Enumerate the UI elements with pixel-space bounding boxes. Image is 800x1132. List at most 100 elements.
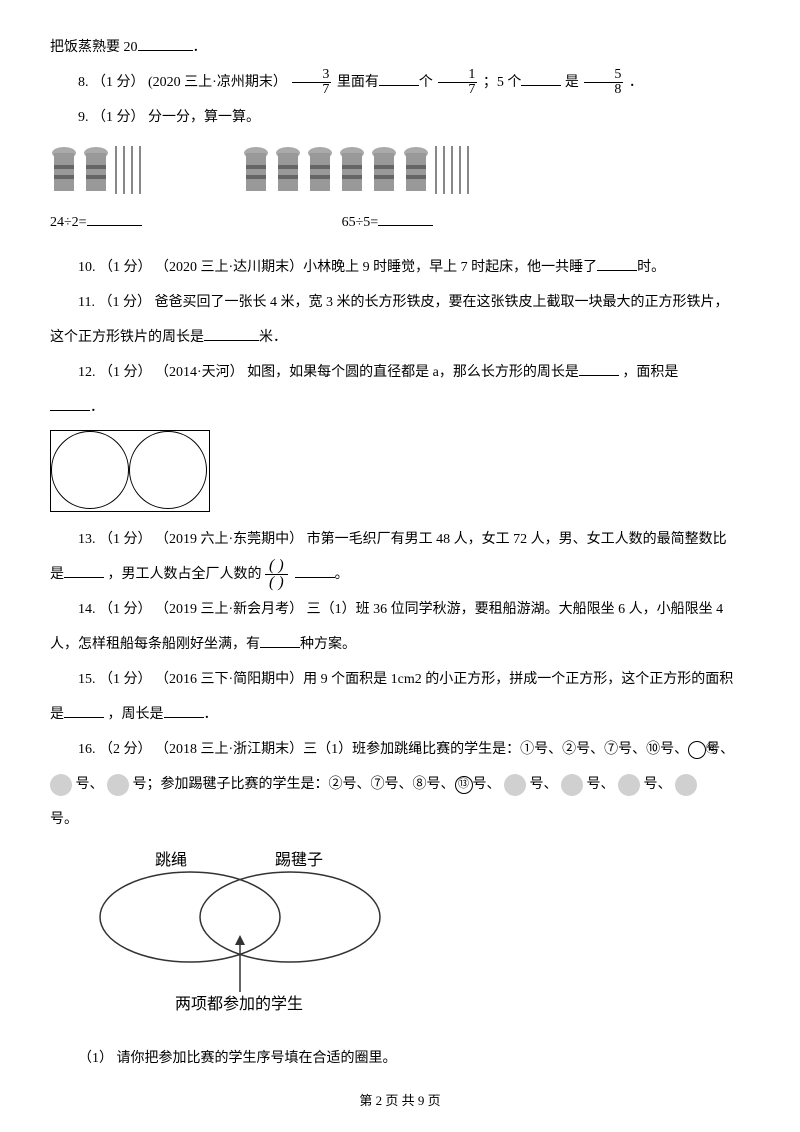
blank[interactable] — [295, 560, 335, 578]
blank[interactable] — [138, 33, 193, 51]
q16-sep: 号、 — [640, 777, 675, 792]
blank[interactable] — [521, 68, 561, 86]
bundle-icon — [370, 145, 398, 195]
circled-gray-icon — [618, 774, 640, 796]
blank[interactable] — [379, 68, 419, 86]
stick-icon — [435, 146, 437, 194]
q15-line1: 15. （1 分） （2016 三下·简阳期中）用 9 个面积是 1cm2 的小… — [50, 662, 750, 697]
bundle-icon — [402, 145, 430, 195]
q11-line1: 11. （1 分） 爸爸买回了一张长 4 米，宽 3 米的长方形铁皮，要在这张铁… — [50, 285, 750, 320]
circle-icon — [129, 431, 207, 509]
q16-sep: 号、 — [72, 777, 107, 792]
blank[interactable] — [64, 700, 104, 718]
q13-suffix: 。 — [335, 567, 349, 582]
stick-icon — [467, 146, 469, 194]
bundle-icon — [306, 145, 334, 195]
fraction-3-7: 37 — [292, 68, 331, 97]
q15-suffix: ． — [204, 707, 218, 722]
q8-end: ． — [629, 75, 643, 90]
venn-right-ellipse — [200, 872, 380, 962]
q12-line2: ． — [50, 390, 750, 425]
q13-line2: 是 ，男工人数占全厂人数的 ( )( ) 。 — [50, 557, 750, 592]
q12: 12. （1 分） （2014·天河） 如图，如果每个圆的直径都是 a，那么长方… — [50, 355, 750, 390]
venn-label-bottom: 两项都参加的学生 — [175, 995, 303, 1013]
venn-diagram: 跳绳 踢毽子 两项都参加的学生 — [80, 847, 750, 1031]
bundle-icon — [50, 145, 78, 195]
q8: 8. （1 分） (2020 三上·凉州期末） 37 里面有个 17 ；5 个 … — [50, 65, 750, 100]
bundle-icon — [242, 145, 270, 195]
q15-mid: ，周长是 — [104, 707, 164, 722]
blank[interactable] — [50, 393, 90, 411]
venn-label-right: 踢毽子 — [275, 851, 323, 869]
q16-line2: 号、 号；参加踢毽子比赛的学生是：②号、⑦号、⑧号、⑬号、 号、 号、 号、 — [50, 767, 750, 802]
blank[interactable] — [260, 630, 300, 648]
q9-equations: 24÷2= 65÷5= — [50, 205, 750, 240]
q15-prefix: 是 — [50, 707, 64, 722]
eq2: 65÷5= — [342, 215, 379, 230]
q13-prefix: 是 — [50, 567, 64, 582]
q8-mid2: 个 — [419, 75, 437, 90]
blank[interactable] — [378, 208, 433, 226]
circled-13: ⑬ — [688, 741, 706, 759]
sticks-diagram — [50, 145, 750, 195]
bundle-icon — [338, 145, 366, 195]
circled-gray-icon — [107, 774, 129, 796]
q8-mid3: ；5 个 — [483, 75, 522, 90]
fraction-5-8: 58 — [584, 68, 623, 97]
q16-line1: 16. （2 分） （2018 三上·浙江期末）三（1）班参加跳绳比赛的学生是：… — [50, 732, 750, 767]
q8-mid4: 是 — [561, 75, 582, 90]
circled-gray-icon — [504, 774, 526, 796]
stick-icon — [123, 146, 125, 194]
circled-13: ⑬ — [455, 776, 473, 794]
q16-mid3: 号、 — [473, 777, 505, 792]
q10-suffix: 时。 — [637, 260, 665, 275]
bundle-icon — [274, 145, 302, 195]
blank[interactable] — [204, 323, 259, 341]
q14-line2: 人，怎样租船每条船刚好坐满，有 种方案。 — [50, 627, 750, 662]
q16-l1-suffix: 号、 — [706, 742, 734, 757]
q7-continuation: 把饭蒸熟要 20． — [50, 30, 750, 65]
stick-icon — [115, 146, 117, 194]
circled-gray-icon — [561, 774, 583, 796]
q11-prefix: 这个正方形铁片的周长是 — [50, 330, 204, 345]
q12-end: ． — [90, 400, 104, 415]
q16-sep: 号、 — [583, 777, 618, 792]
q13-mid: ，男工人数占全厂人数的 — [104, 567, 265, 582]
q10: 10. （1 分） （2020 三上·达川期末）小林晚上 9 时睡觉，早上 7 … — [50, 250, 750, 285]
blank[interactable] — [87, 208, 142, 226]
stick-icon — [139, 146, 141, 194]
venn-left-ellipse — [100, 872, 280, 962]
eq1: 24÷2= — [50, 215, 87, 230]
q11-suffix: 米． — [259, 330, 287, 345]
venn-label-left: 跳绳 — [155, 851, 187, 869]
q14-prefix: 人，怎样租船每条船刚好坐满，有 — [50, 637, 260, 652]
sticks-left — [50, 145, 142, 195]
q8-mid1: 里面有 — [337, 75, 379, 90]
q7-end: ． — [193, 40, 207, 55]
q16-sep: 号、 — [526, 777, 561, 792]
two-circles-diagram — [50, 430, 210, 512]
circled-gray-icon — [50, 774, 72, 796]
page-footer: 第 2 页 共 9 页 — [0, 1085, 800, 1118]
fraction-blank[interactable]: ( )( ) — [265, 558, 288, 591]
stick-icon — [451, 146, 453, 194]
circled-gray-icon — [675, 774, 697, 796]
blank[interactable] — [597, 253, 637, 271]
bundle-icon — [82, 145, 110, 195]
q16-sub1: （1） 请你把参加比赛的学生序号填在合适的圈里。 — [50, 1041, 750, 1076]
circle-icon — [51, 431, 129, 509]
q16-prefix: 16. （2 分） （2018 三上·浙江期末）三（1）班参加跳绳比赛的学生是：… — [78, 742, 688, 757]
q9-text: 9. （1 分） 分一分，算一算。 — [50, 100, 750, 135]
blank[interactable] — [164, 700, 204, 718]
q11-line2: 这个正方形铁片的周长是 米． — [50, 320, 750, 355]
stick-icon — [131, 146, 133, 194]
q14-suffix: 种方案。 — [300, 637, 356, 652]
blank[interactable] — [64, 560, 104, 578]
q13-line1: 13. （1 分） （2019 六上·东莞期中） 市第一毛织厂有男工 48 人，… — [50, 522, 750, 557]
q10-prefix: 10. （1 分） （2020 三上·达川期末）小林晚上 9 时睡觉，早上 7 … — [78, 260, 597, 275]
stick-icon — [443, 146, 445, 194]
blank[interactable] — [579, 358, 619, 376]
q12-prefix: 12. （1 分） （2014·天河） 如图，如果每个圆的直径都是 a，那么长方… — [78, 365, 579, 380]
venn-svg: 跳绳 踢毽子 两项都参加的学生 — [80, 847, 400, 1017]
sticks-right — [242, 145, 470, 195]
